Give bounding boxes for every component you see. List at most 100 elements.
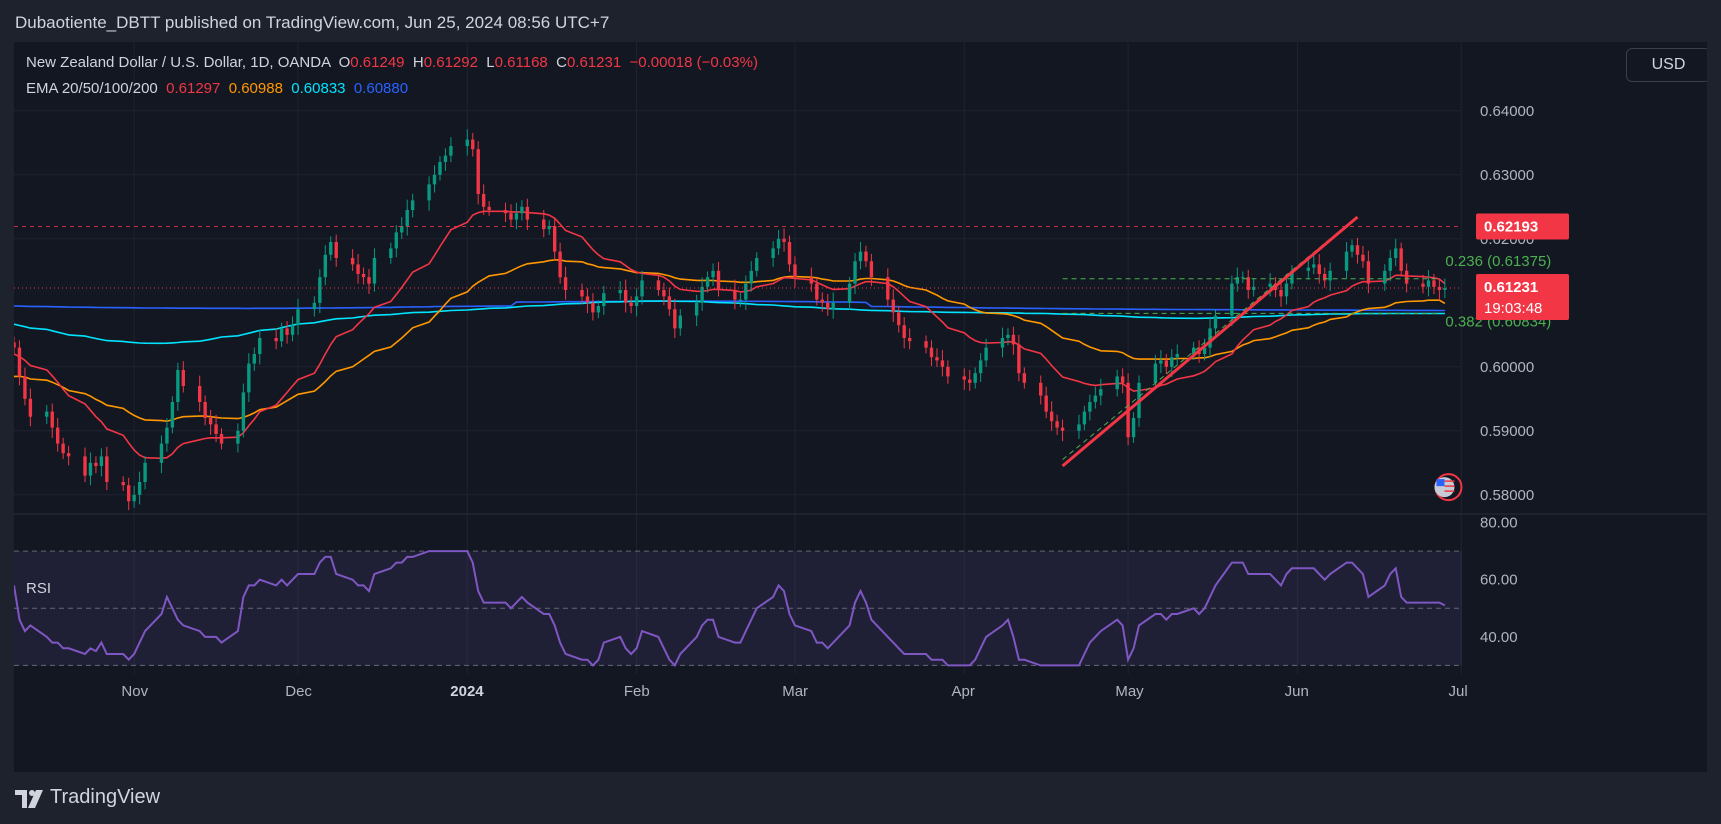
candle-body: [350, 258, 355, 265]
rsi-tick-label: 60.00: [1480, 572, 1518, 589]
ema-legend[interactable]: EMA 20/50/100/200 0.61297 0.60988 0.6083…: [26, 80, 408, 97]
close-label: C: [556, 54, 567, 71]
candle-body: [203, 402, 207, 418]
candle-body: [1355, 245, 1360, 255]
candle-body: [1115, 376, 1119, 390]
candle-body: [755, 258, 759, 271]
candle-body: [1164, 360, 1169, 367]
candle-body: [1361, 254, 1365, 262]
chart-panel[interactable]: 0.236 (0.61375) 0.382 (0.60834) 0.64000 0.…: [14, 42, 1707, 772]
candle-body: [1088, 402, 1092, 412]
candle-body: [83, 456, 87, 476]
candle-body: [782, 238, 786, 242]
candle-body: [853, 261, 857, 284]
price-tick-label: 0.64000: [1480, 103, 1534, 120]
rsi-label[interactable]: RSI: [26, 580, 52, 597]
candle-body: [580, 290, 584, 297]
candle-body: [558, 251, 562, 278]
candle-body: [159, 443, 164, 463]
candle-body: [1404, 270, 1409, 284]
candle-body: [1284, 283, 1289, 297]
candle-body: [514, 213, 519, 220]
close-value: 0.61231: [566, 54, 622, 71]
candle-body: [296, 309, 300, 326]
candle-body: [323, 254, 327, 278]
candle-body: [585, 296, 590, 303]
candle-body: [776, 238, 781, 249]
candle-body: [443, 155, 448, 162]
candle-body: [978, 360, 983, 374]
symbol-name[interactable]: New Zealand Dollar / U.S. Dollar, 1D, OA…: [26, 54, 331, 71]
time-axis-label: 2024: [450, 683, 484, 700]
candle-body: [14, 342, 16, 348]
time-axis-label: Feb: [624, 683, 650, 700]
candle-body: [170, 402, 175, 428]
candle-body: [312, 302, 317, 310]
candle-body: [367, 277, 371, 284]
candle-body: [252, 354, 256, 364]
candle-body: [1328, 270, 1332, 281]
candle-body: [897, 312, 901, 326]
ema200-value: 0.60880: [353, 80, 409, 97]
time-axis-label: Mar: [782, 683, 808, 700]
trendline[interactable]: [1061, 215, 1359, 468]
candle-body: [1039, 382, 1043, 396]
last-price-badge: [1476, 274, 1569, 321]
candle-body: [1279, 290, 1283, 297]
ema50-value: 0.60988: [228, 80, 283, 97]
high-label: H: [412, 54, 424, 71]
candle-body: [716, 270, 721, 290]
candle-body: [694, 302, 699, 316]
candle-body: [831, 302, 835, 310]
candle-body: [28, 398, 33, 417]
candle-body: [236, 430, 240, 444]
time-axis-label: Apr: [952, 683, 975, 700]
resistance-price-text: 0.62193: [1484, 218, 1538, 235]
candle-body: [629, 302, 633, 306]
candle-body: [334, 242, 338, 258]
time-axis-label: May: [1115, 683, 1144, 700]
candle-body: [247, 363, 251, 393]
candle-body: [356, 264, 360, 274]
candle-body: [1383, 270, 1387, 284]
candle-body: [55, 427, 60, 444]
us-flag-canton: [1436, 479, 1445, 487]
chart-svg[interactable]: 0.236 (0.61375)0.382 (0.60834) 0.640000.…: [14, 42, 1707, 772]
resistance-price-badge: [1476, 213, 1569, 240]
candle-body: [1202, 347, 1207, 354]
candle-body: [1000, 338, 1005, 348]
candle-body: [596, 306, 601, 313]
candle-body: [826, 302, 830, 310]
candle-body: [542, 219, 546, 230]
candle-body: [372, 258, 377, 284]
candle-body: [449, 146, 453, 156]
candle-body: [520, 206, 524, 214]
candle-body: [1388, 258, 1392, 271]
candle-body: [438, 162, 442, 175]
candle-body: [1153, 363, 1158, 383]
candle-body: [94, 462, 98, 466]
candle-body: [45, 411, 49, 417]
candle-body: [132, 494, 136, 502]
currency-button[interactable]: USD: [1626, 48, 1707, 82]
candle-body: [968, 379, 972, 383]
candle-body: [602, 293, 606, 306]
candle-body: [1421, 283, 1425, 287]
candle-body: [214, 424, 218, 434]
candle-body: [285, 328, 289, 335]
publish-line: Dubaotiente_DBTT published on TradingVie…: [15, 13, 610, 32]
candle-body: [1306, 267, 1311, 271]
candle-body: [432, 174, 437, 185]
candle-body: [1426, 280, 1431, 287]
candle-body: [1268, 283, 1272, 287]
open-label: O: [338, 54, 351, 71]
candle-body: [143, 462, 147, 482]
candle-body: [274, 338, 278, 342]
candle-body: [1350, 245, 1354, 252]
candle-body: [662, 290, 666, 297]
candle-body: [946, 366, 950, 377]
candle-body: [771, 248, 775, 258]
candle-body: [61, 443, 65, 454]
candle-body: [563, 277, 568, 290]
candle-body: [673, 309, 677, 329]
